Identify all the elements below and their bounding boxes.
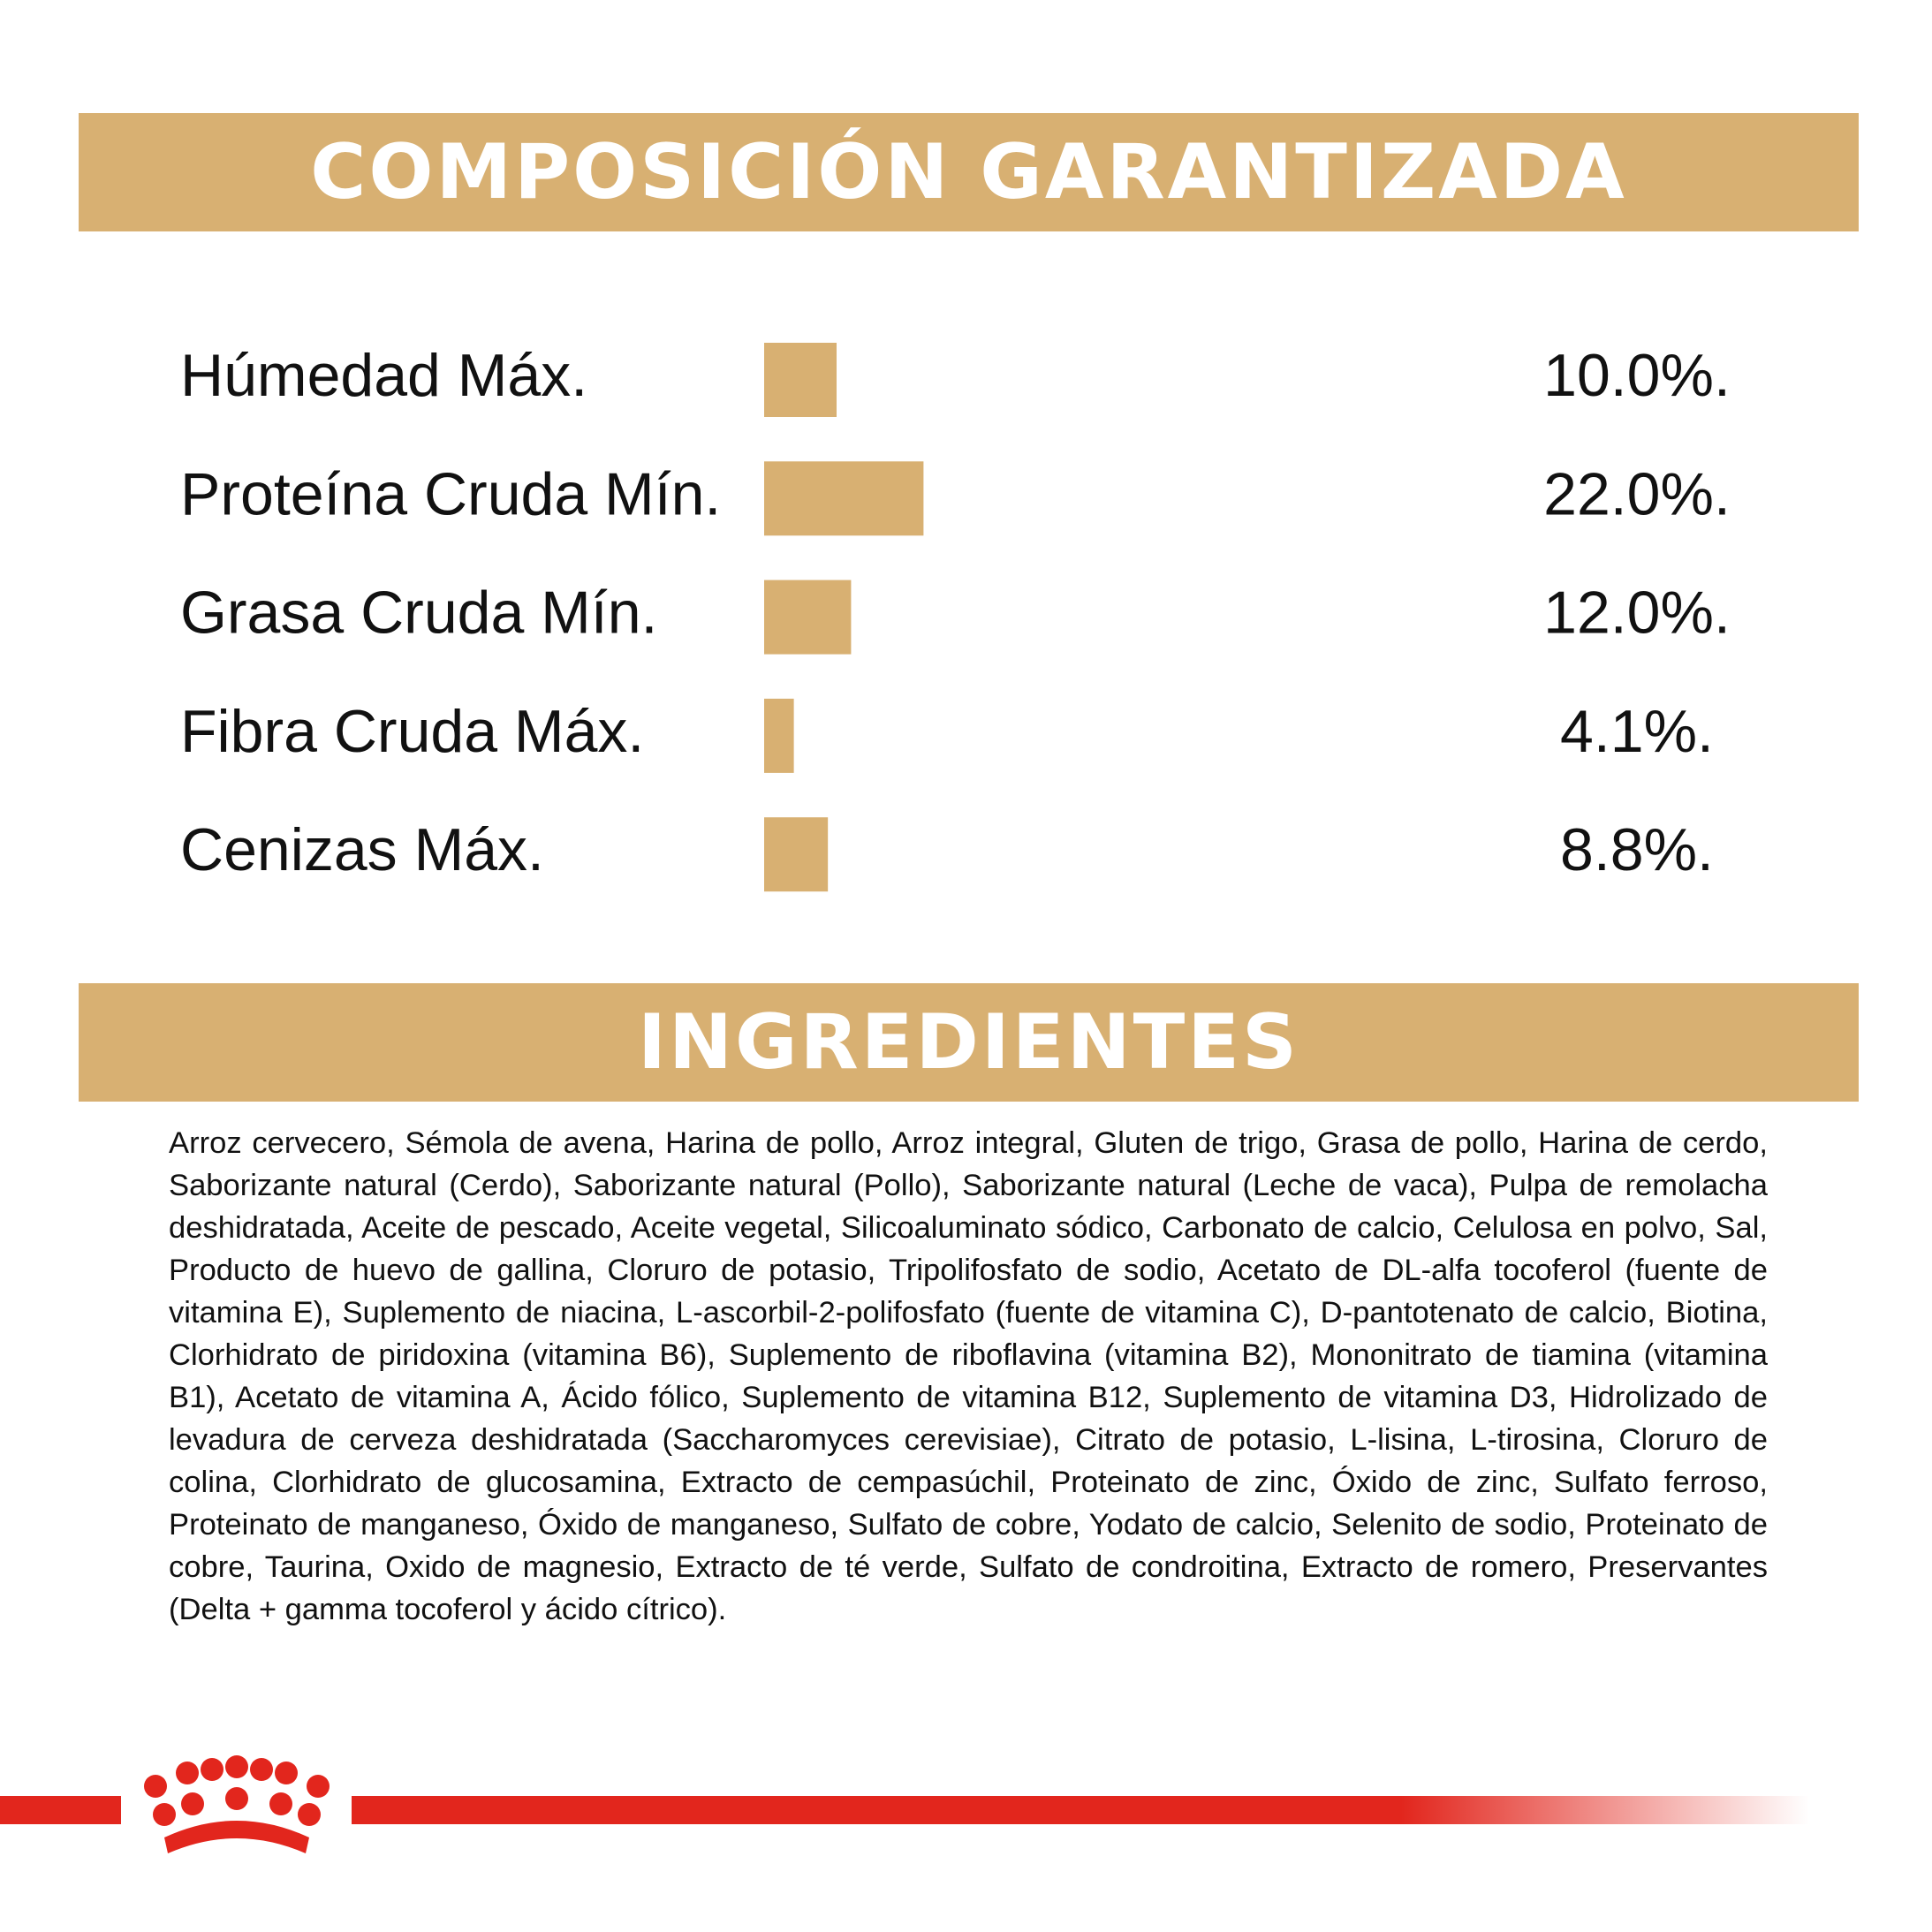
bar [764,698,794,773]
row-label: Grasa Cruda Mín. [180,580,657,647]
value-label: 10.0%. [1543,342,1731,409]
section-header: COMPOSICIÓN GARANTIZADA [79,113,1859,231]
red-line [352,1796,1809,1824]
value-label: 22.0%. [1543,460,1731,527]
row-label: Cenizas Máx. [180,816,544,883]
value-label: 12.0%. [1543,580,1731,647]
crown-icon [144,1755,330,1853]
bar [764,580,852,655]
bar [764,343,837,417]
row-label: Fibra Cruda Máx. [180,698,644,765]
section-header: INGREDIENTES [79,983,1859,1102]
row-label: Húmedad Máx. [180,342,587,409]
bar [764,461,924,536]
footer-logo [0,1755,1809,1853]
red-line [0,1796,121,1824]
row-label: Proteína Cruda Mín. [180,460,721,527]
ingredients-text: Arroz cervecero, Sémola de avena, Harina… [169,1126,1768,1626]
analysis-chart: Húmedad Máx. 10.0%. Proteína Cruda Mín. 22.… [180,342,1731,892]
value-label: 8.8%. [1560,816,1714,883]
value-label: 4.1%. [1560,698,1714,765]
bar [764,817,829,892]
